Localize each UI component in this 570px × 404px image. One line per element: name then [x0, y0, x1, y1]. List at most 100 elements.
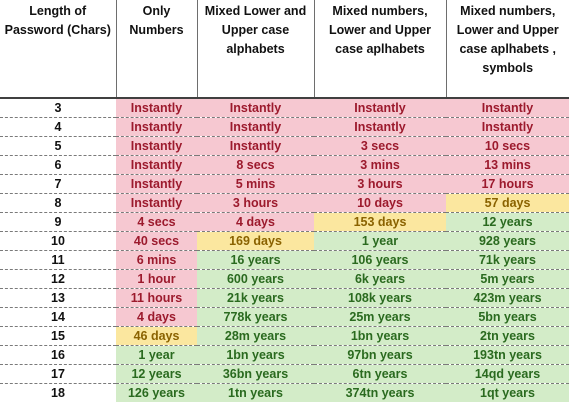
cell-mixed-numbers-case-symbols: 17 hours: [446, 174, 569, 194]
cell-mixed-numbers-case: 1 year: [314, 231, 446, 251]
cell-mixed-case: 36bn years: [197, 364, 314, 384]
cell-mixed-numbers-case-symbols: Instantly: [446, 117, 569, 137]
cell-mixed-case: 28m years: [197, 326, 314, 346]
cell-mixed-numbers-case-symbols: 5m years: [446, 269, 569, 289]
table-row: 14 4 days 778k years 25m years 5bn years: [0, 307, 569, 327]
cell-only-numbers: Instantly: [116, 136, 197, 156]
cell-mixed-numbers-case-symbols: 1qt years: [446, 383, 569, 402]
cell-only-numbers: Instantly: [116, 155, 197, 175]
table-row: 12 1 hour 600 years 6k years 5m years: [0, 269, 569, 289]
cell-only-numbers: 46 days: [116, 326, 197, 346]
table-row: 8 Instantly 3 hours 10 days 57 days: [0, 193, 569, 213]
cell-only-numbers: 4 secs: [116, 212, 197, 232]
cell-mixed-case: 778k years: [197, 307, 314, 327]
cell-mixed-numbers-case: 3 hours: [314, 174, 446, 194]
cell-mixed-numbers-case: 374tn years: [314, 383, 446, 402]
cell-only-numbers: Instantly: [116, 174, 197, 194]
cell-length: 5: [0, 136, 116, 156]
cell-length: 8: [0, 193, 116, 213]
header-only-numbers: Only Numbers: [115, 0, 197, 98]
table-row: 3 Instantly Instantly Instantly Instantly: [0, 98, 569, 118]
cell-only-numbers: 11 hours: [116, 288, 197, 308]
cell-mixed-case: 5 mins: [197, 174, 314, 194]
table-row: 5 Instantly Instantly 3 secs 10 secs: [0, 136, 569, 156]
cell-length: 3: [0, 98, 116, 118]
cell-only-numbers: Instantly: [116, 193, 197, 213]
header-mixed-numbers-case: Mixed numbers, Lower and Upper case aplh…: [313, 0, 446, 98]
cell-mixed-numbers-case-symbols: 928 years: [446, 231, 569, 251]
cell-mixed-numbers-case: Instantly: [314, 98, 446, 118]
cell-mixed-case: 16 years: [197, 250, 314, 270]
cell-mixed-case: 169 days: [197, 231, 314, 251]
cell-mixed-case: 21k years: [197, 288, 314, 308]
cell-mixed-numbers-case-symbols: Instantly: [446, 98, 569, 118]
cell-mixed-numbers-case-symbols: 71k years: [446, 250, 569, 270]
cell-length: 4: [0, 117, 116, 137]
table-row: 10 40 secs 169 days 1 year 928 years: [0, 231, 569, 251]
header-length: Length of Password (Chars): [0, 0, 116, 98]
cell-only-numbers: Instantly: [116, 98, 197, 118]
cell-length: 17: [0, 364, 116, 384]
cell-length: 10: [0, 231, 116, 251]
cell-mixed-numbers-case-symbols: 13 mins: [446, 155, 569, 175]
header-mixed-case: Mixed Lower and Upper case alphabets: [196, 0, 314, 98]
cell-mixed-numbers-case: 3 mins: [314, 155, 446, 175]
table-row: 6 Instantly 8 secs 3 mins 13 mins: [0, 155, 569, 175]
cell-mixed-numbers-case-symbols: 423m years: [446, 288, 569, 308]
cell-mixed-case: Instantly: [197, 136, 314, 156]
cell-mixed-numbers-case-symbols: 12 years: [446, 212, 569, 232]
table-body: 3 Instantly Instantly Instantly Instantly 4 In…: [0, 98, 569, 402]
cell-mixed-numbers-case: Instantly: [314, 117, 446, 137]
cell-only-numbers: 1 year: [116, 345, 197, 365]
cell-mixed-case: 4 days: [197, 212, 314, 232]
cell-mixed-numbers-case: 25m years: [314, 307, 446, 327]
cell-only-numbers: 126 years: [116, 383, 197, 402]
table-row: 4 Instantly Instantly Instantly Instantly: [0, 117, 569, 137]
cell-mixed-case: 1tn years: [197, 383, 314, 402]
cell-mixed-numbers-case: 108k years: [314, 288, 446, 308]
table-row: 17 12 years 36bn years 6tn years 14qd years: [0, 364, 569, 384]
cell-mixed-numbers-case-symbols: 57 days: [446, 193, 569, 213]
cell-length: 9: [0, 212, 116, 232]
cell-only-numbers: 6 mins: [116, 250, 197, 270]
cell-mixed-numbers-case: 3 secs: [314, 136, 446, 156]
cell-mixed-numbers-case-symbols: 10 secs: [446, 136, 569, 156]
header-mixed-numbers-case-symbols: Mixed numbers, Lower and Upper case aplh…: [445, 0, 569, 98]
cell-mixed-numbers-case-symbols: 2tn years: [446, 326, 569, 346]
cell-only-numbers: 4 days: [116, 307, 197, 327]
header-row: Length of Password (Chars) Only Numbers …: [0, 0, 569, 98]
table-row: 15 46 days 28m years 1bn years 2tn years: [0, 326, 569, 346]
cell-length: 15: [0, 326, 116, 346]
cell-only-numbers: 1 hour: [116, 269, 197, 289]
cell-mixed-case: Instantly: [197, 117, 314, 137]
cell-mixed-numbers-case-symbols: 193tn years: [446, 345, 569, 365]
cell-only-numbers: 12 years: [116, 364, 197, 384]
table-row: 11 6 mins 16 years 106 years 71k years: [0, 250, 569, 270]
cell-mixed-numbers-case-symbols: 5bn years: [446, 307, 569, 327]
cell-mixed-numbers-case: 6tn years: [314, 364, 446, 384]
cell-length: 13: [0, 288, 116, 308]
cell-length: 12: [0, 269, 116, 289]
table-row: 7 Instantly 5 mins 3 hours 17 hours: [0, 174, 569, 194]
cell-mixed-numbers-case-symbols: 14qd years: [446, 364, 569, 384]
cell-length: 6: [0, 155, 116, 175]
cell-mixed-case: Instantly: [197, 98, 314, 118]
cell-mixed-case: 1bn years: [197, 345, 314, 365]
cell-mixed-numbers-case: 6k years: [314, 269, 446, 289]
cell-mixed-case: 3 hours: [197, 193, 314, 213]
table-header: Length of Password (Chars) Only Numbers …: [0, 0, 569, 98]
cell-length: 16: [0, 345, 116, 365]
cell-length: 7: [0, 174, 116, 194]
cell-length: 14: [0, 307, 116, 327]
table-row: 16 1 year 1bn years 97bn years 193tn years: [0, 345, 569, 365]
cell-only-numbers: 40 secs: [116, 231, 197, 251]
cell-mixed-numbers-case: 153 days: [314, 212, 446, 232]
table-row: 18 126 years 1tn years 374tn years 1qt years: [0, 383, 569, 402]
cell-mixed-numbers-case: 106 years: [314, 250, 446, 270]
cell-mixed-case: 8 secs: [197, 155, 314, 175]
table-row: 13 11 hours 21k years 108k years 423m years: [0, 288, 569, 308]
cell-length: 11: [0, 250, 116, 270]
cell-mixed-numbers-case: 10 days: [314, 193, 446, 213]
